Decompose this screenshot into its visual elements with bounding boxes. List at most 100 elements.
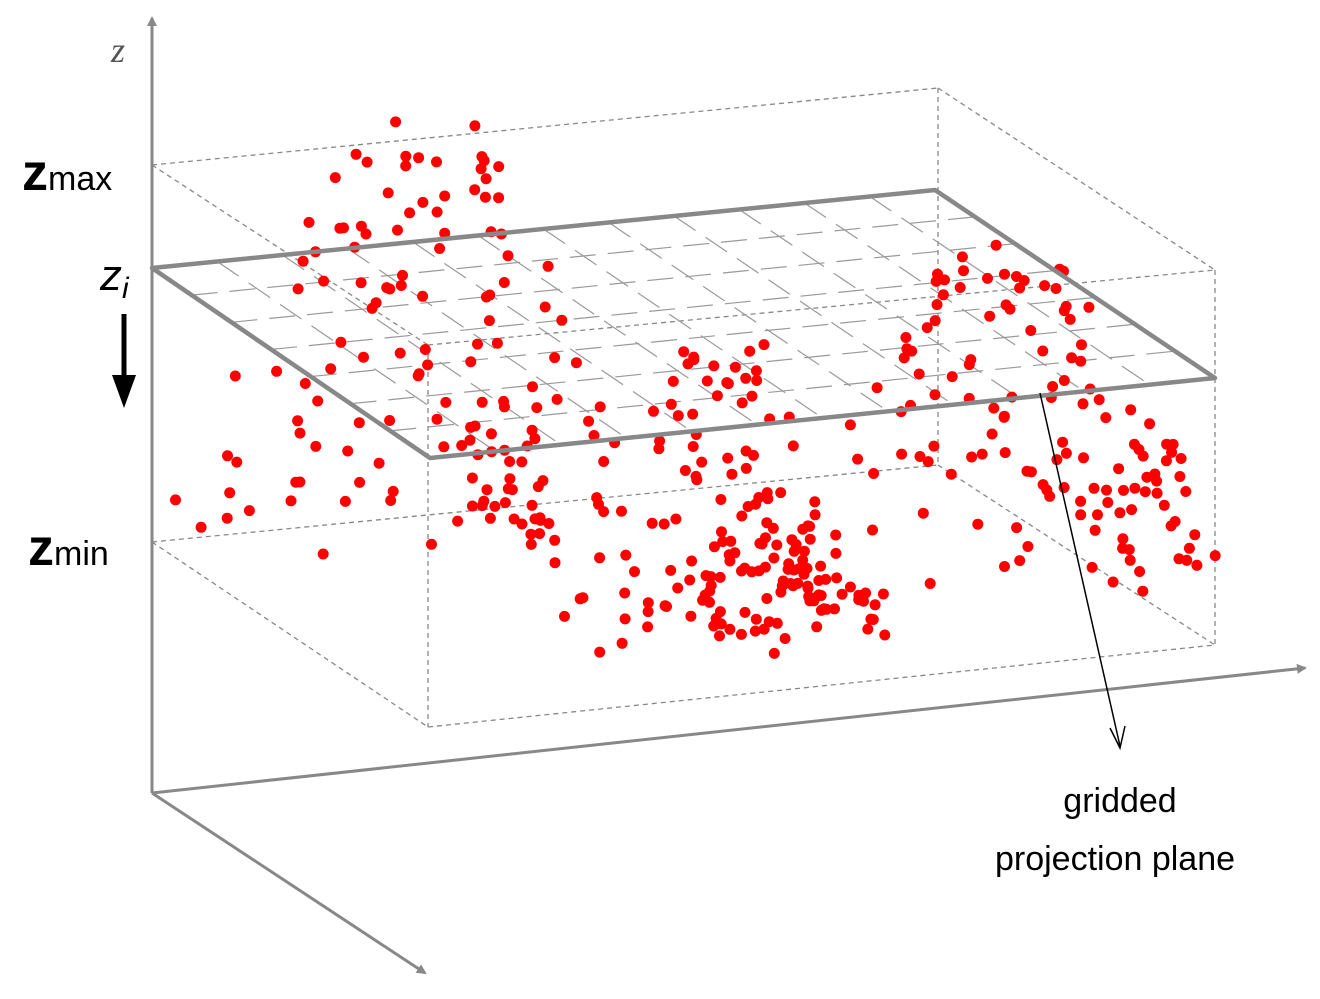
point xyxy=(1191,559,1203,571)
point xyxy=(397,269,408,281)
point xyxy=(696,456,708,468)
point xyxy=(708,620,720,632)
point xyxy=(779,633,791,644)
level-symbol: z xyxy=(99,251,122,300)
point xyxy=(917,507,929,519)
point xyxy=(729,547,741,559)
grid-line xyxy=(412,241,693,432)
point xyxy=(929,315,941,327)
point xyxy=(665,398,677,410)
point xyxy=(426,538,437,550)
point xyxy=(559,610,570,622)
point xyxy=(481,484,493,496)
point xyxy=(862,623,874,635)
point xyxy=(413,152,425,164)
point xyxy=(1137,585,1149,597)
point xyxy=(958,265,969,277)
point xyxy=(1151,487,1163,499)
point xyxy=(577,592,589,604)
level-subscript: i xyxy=(122,272,130,305)
point xyxy=(999,447,1011,459)
point xyxy=(1151,475,1163,487)
point xyxy=(924,578,936,589)
point xyxy=(355,277,367,289)
point xyxy=(867,524,878,536)
point xyxy=(758,339,770,351)
point xyxy=(813,589,825,601)
point xyxy=(750,365,762,377)
point xyxy=(382,187,394,199)
point xyxy=(469,420,481,432)
point xyxy=(700,570,712,582)
point xyxy=(988,402,1000,414)
point xyxy=(976,448,988,460)
point xyxy=(384,415,396,426)
point xyxy=(687,441,699,452)
annotation-line: projection plane xyxy=(995,840,1235,878)
point xyxy=(387,485,399,497)
point xyxy=(1209,550,1221,562)
point xyxy=(708,360,720,372)
point xyxy=(804,533,816,545)
point xyxy=(373,457,385,469)
point xyxy=(642,606,654,618)
point xyxy=(686,555,698,567)
point xyxy=(740,372,752,384)
point xyxy=(475,163,487,175)
point xyxy=(431,413,443,425)
point xyxy=(616,637,628,649)
point xyxy=(722,452,734,464)
point xyxy=(775,586,787,598)
point xyxy=(901,343,913,355)
point xyxy=(829,603,840,615)
point xyxy=(484,512,496,524)
point xyxy=(879,629,891,641)
point xyxy=(499,497,511,509)
point xyxy=(303,216,315,228)
point xyxy=(963,359,975,371)
point xyxy=(1089,524,1101,536)
point xyxy=(400,150,412,162)
point xyxy=(1060,447,1072,459)
point xyxy=(472,338,483,350)
annotation-arrow xyxy=(1039,392,1126,751)
point xyxy=(1114,507,1126,519)
grid-line xyxy=(608,222,889,412)
point xyxy=(594,552,606,564)
point xyxy=(294,476,306,488)
point xyxy=(739,606,751,618)
point xyxy=(735,628,747,640)
point xyxy=(417,196,429,208)
point xyxy=(506,484,518,496)
point xyxy=(922,456,934,468)
point xyxy=(896,448,908,460)
point xyxy=(452,515,464,527)
point xyxy=(1125,404,1137,416)
point xyxy=(1078,452,1089,464)
point xyxy=(715,494,727,505)
point xyxy=(480,173,492,185)
point xyxy=(868,468,880,479)
point xyxy=(783,558,795,570)
point xyxy=(1129,482,1141,494)
point xyxy=(1037,345,1049,357)
point xyxy=(1102,497,1114,508)
point xyxy=(945,468,957,480)
point xyxy=(1165,520,1177,532)
point xyxy=(758,623,770,635)
point xyxy=(350,148,362,160)
point xyxy=(1000,299,1012,311)
point xyxy=(966,451,978,463)
point xyxy=(594,401,606,413)
point xyxy=(440,396,452,408)
point xyxy=(931,274,943,286)
point xyxy=(1075,495,1087,507)
point xyxy=(549,352,561,364)
point xyxy=(591,492,603,504)
point xyxy=(1107,576,1119,588)
point xyxy=(535,514,546,526)
point xyxy=(489,500,501,512)
point xyxy=(1086,561,1098,573)
point xyxy=(679,465,691,476)
point xyxy=(722,378,734,390)
